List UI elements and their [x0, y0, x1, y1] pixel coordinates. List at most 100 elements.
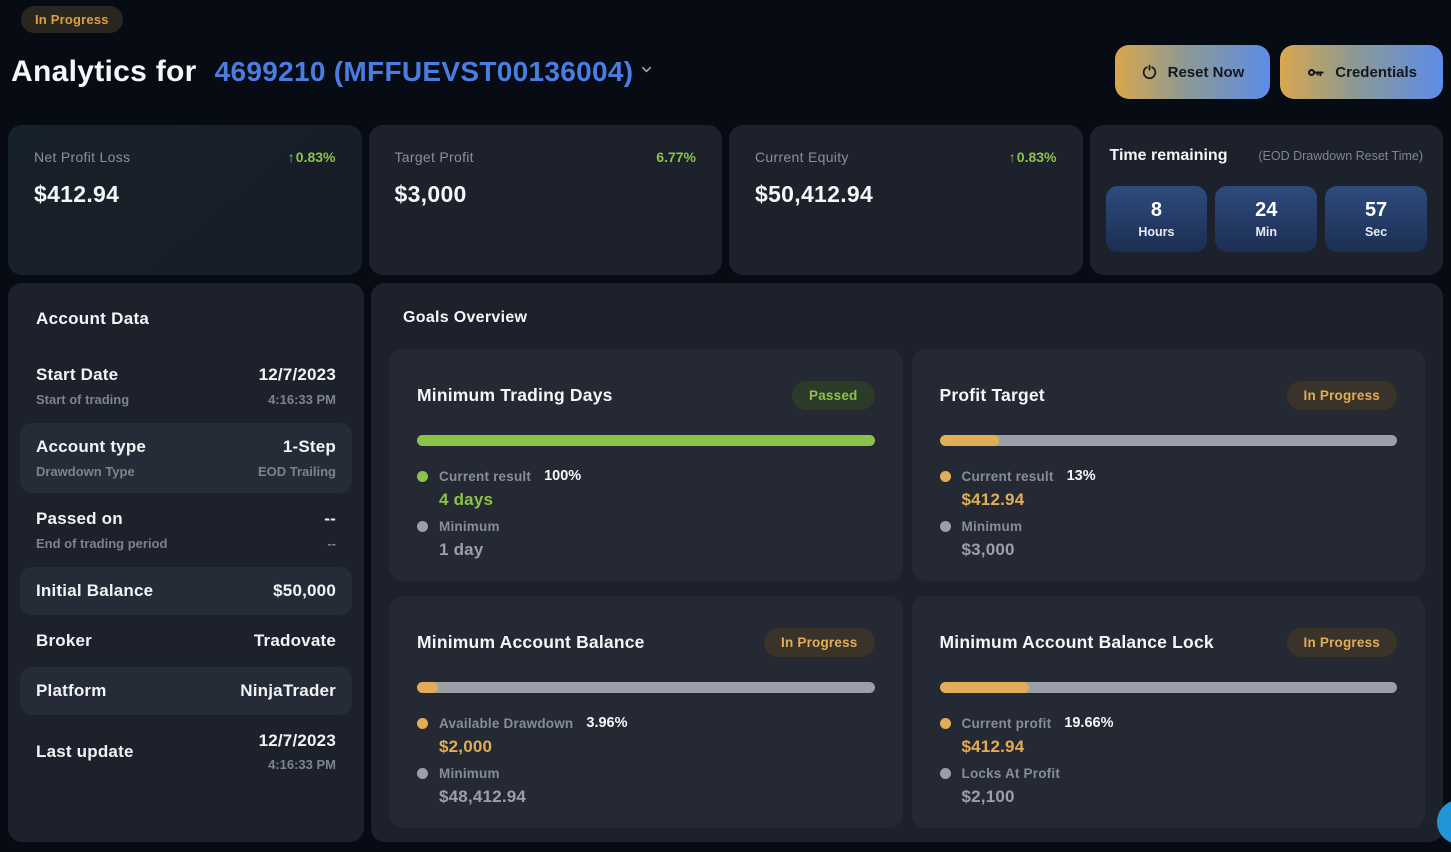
timer-seconds-value: 57 [1364, 199, 1388, 221]
progress-track [417, 682, 875, 693]
legend-primary-pct: 100% [544, 468, 582, 484]
legend-secondary-value: $2,100 [961, 787, 1015, 806]
legend-secondary-value: 1 day [439, 540, 484, 559]
row-label: Start Date [36, 365, 119, 384]
row-value: 1-Step [282, 437, 336, 456]
row-value: 12/7/2023 [258, 731, 336, 750]
stat-card-current-equity: Current Equity ↑0.83% $50,412.94 [729, 125, 1083, 275]
account-row-start-date: Start Date 12/7/2023 Start of trading 4:… [20, 351, 352, 421]
status-badge: In Progress [21, 6, 123, 33]
account-selector[interactable]: 4699210 (MFFUEVST00136004) [215, 56, 655, 88]
row-label: Account type [36, 437, 147, 456]
goal-title: Profit Target [939, 385, 1045, 405]
page-title: Analytics for [11, 55, 197, 88]
legend-primary-label: Current result [439, 468, 532, 484]
credentials-label: Credentials [1335, 63, 1417, 81]
progress-fill [939, 682, 1030, 693]
legend-primary-pct: 3.96% [586, 715, 628, 731]
chevron-down-icon [639, 62, 654, 82]
account-row-broker: Broker Tradovate [20, 617, 352, 665]
stat-label: Target Profit [394, 149, 474, 165]
goal-card-minimum-account-balance-lock: Minimum Account Balance Lock In Progress… [911, 596, 1425, 828]
account-row-account-type: Account type 1-Step Drawdown Type EOD Tr… [20, 423, 352, 493]
row-sublabel: Start of trading [36, 392, 130, 407]
legend-secondary-label: Locks At Profit [961, 766, 1061, 781]
stat-card-net-profit-loss: Net Profit Loss ↑0.83% $412.94 [8, 125, 362, 275]
progress-fill [939, 435, 999, 446]
legend-dot-primary [939, 470, 951, 482]
reset-now-label: Reset Now [1167, 63, 1245, 81]
goal-status-badge: In Progress [1286, 628, 1397, 657]
goal-status-badge: Passed [792, 381, 875, 410]
legend-dot-secondary [939, 521, 951, 532]
timer-hours-tile: 8 Hours [1105, 186, 1208, 252]
stat-delta: ↑0.83% [1008, 149, 1057, 165]
row-label: Last update [36, 741, 134, 761]
reset-now-button[interactable]: Reset Now [1114, 45, 1271, 99]
goal-title: Minimum Account Balance [417, 632, 645, 652]
row-value: Tradovate [253, 631, 336, 650]
account-data-title: Account Data [36, 309, 150, 328]
stats-row: Net Profit Loss ↑0.83% $412.94 Target Pr… [8, 125, 1443, 275]
account-row-last-update: Last update 12/7/2023 4:16:33 PM [20, 717, 352, 786]
stat-label: Net Profit Loss [34, 149, 131, 165]
row-label: Platform [36, 681, 107, 700]
timer-seconds-tile: 57 Sec [1325, 186, 1427, 252]
legend-secondary-label: Minimum [961, 519, 1023, 534]
timer-minutes-tile: 24 Min [1215, 186, 1318, 252]
up-arrow-icon: ↑ [1008, 149, 1016, 165]
goals-overview-title: Goals Overview [403, 309, 528, 326]
stat-delta: 6.77% [656, 149, 696, 165]
row-value: NinjaTrader [240, 681, 336, 700]
row-sublabel: Drawdown Type [36, 464, 135, 479]
account-selector-label: 4699210 (MFFUEVST00136004) [214, 56, 634, 87]
goal-title: Minimum Trading Days [417, 385, 613, 405]
legend-secondary-value: $48,412.94 [439, 787, 527, 806]
row-label: Passed on [36, 509, 123, 528]
legend-primary-label: Available Drawdown [439, 715, 574, 731]
legend-primary-value: $2,000 [439, 737, 493, 756]
row-label: Initial Balance [36, 581, 154, 600]
time-remaining-card: Time remaining (EOD Drawdown Reset Time)… [1089, 125, 1443, 275]
row-value: -- [324, 509, 336, 528]
key-icon [1306, 63, 1325, 82]
legend-primary-label: Current result [961, 468, 1054, 484]
goal-status-badge: In Progress [764, 628, 875, 657]
legend-dot-primary [417, 470, 428, 482]
row-subvalue: -- [327, 536, 336, 551]
timer-subtitle: (EOD Drawdown Reset Time) [1258, 149, 1423, 163]
legend-dot-primary [417, 717, 428, 729]
stat-value: $3,000 [394, 181, 467, 207]
account-row-initial-balance: Initial Balance $50,000 [20, 567, 352, 615]
timer-hours-value: 8 [1150, 199, 1162, 221]
stat-card-target-profit: Target Profit 6.77% $3,000 [368, 125, 722, 275]
progress-track [939, 682, 1397, 693]
account-row-platform: Platform NinjaTrader [20, 667, 352, 715]
row-subvalue: 4:16:33 PM [268, 757, 336, 772]
legend-secondary-label: Minimum [439, 519, 500, 534]
legend-secondary-value: $3,000 [961, 540, 1015, 559]
legend-primary-value: 4 days [439, 490, 494, 509]
legend-primary-value: $412.94 [961, 737, 1025, 756]
goal-card-profit-target: Profit Target In Progress Current result… [911, 349, 1425, 581]
credentials-button[interactable]: Credentials [1280, 45, 1443, 99]
stat-label: Current Equity [755, 149, 849, 165]
reset-icon [1141, 64, 1158, 81]
row-subvalue: 4:16:33 PM [268, 392, 336, 407]
up-arrow-icon: ↑ [287, 149, 295, 165]
chat-widget-button[interactable] [1437, 800, 1451, 844]
progress-fill [417, 682, 438, 693]
account-row-passed-on: Passed on -- End of trading period -- [20, 495, 352, 565]
stat-value: $50,412.94 [755, 181, 874, 207]
row-sublabel: End of trading period [36, 536, 168, 551]
legend-secondary-label: Minimum [439, 766, 500, 781]
progress-fill [417, 435, 875, 446]
page-header: Analytics for 4699210 (MFFUEVST00136004)… [8, 41, 1443, 103]
progress-track [417, 435, 875, 446]
goal-card-minimum-trading-days: Minimum Trading Days Passed Current resu… [389, 349, 903, 581]
row-value: $50,000 [273, 581, 336, 600]
legend-dot-primary [939, 717, 951, 729]
goal-card-minimum-account-balance: Minimum Account Balance In Progress Avai… [389, 596, 903, 828]
timer-minutes-value: 24 [1255, 199, 1278, 221]
